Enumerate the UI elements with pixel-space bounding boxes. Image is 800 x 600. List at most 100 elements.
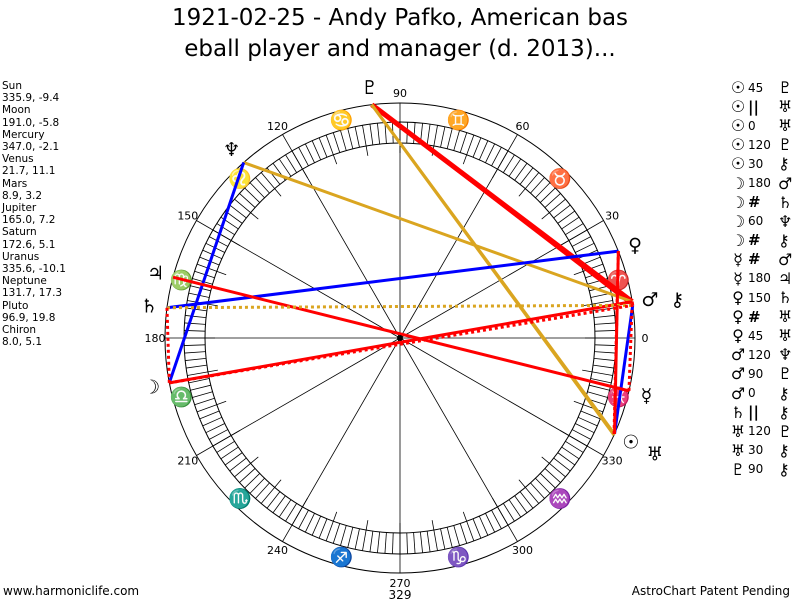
- planet-mars-icon: ♂: [641, 289, 658, 311]
- degree-tick: [194, 397, 215, 406]
- degree-tick: [530, 482, 545, 499]
- degree-tick: [304, 143, 315, 163]
- degree-tick: [582, 369, 613, 376]
- planet-mercury-icon: ☿: [641, 385, 653, 407]
- zodiac-sign-icon: ♌: [228, 167, 252, 190]
- degree-tick: [229, 204, 247, 219]
- planet-name: Mercury: [2, 128, 45, 141]
- aspect-row: ♂ 120 ♆: [728, 345, 793, 364]
- degree-tick: [426, 531, 431, 552]
- degree-tick: [446, 128, 453, 149]
- degree-tick: [535, 477, 551, 494]
- aspect-row: ♅ 30 ⚷: [728, 441, 792, 460]
- planet-name: Venus: [2, 153, 34, 166]
- planet-neptune-icon: ♆: [223, 139, 240, 161]
- planet-coords: 335.6, -10.1: [2, 263, 66, 276]
- planet-coords: 347.0, -2.1: [2, 141, 60, 154]
- degree-tick: [440, 528, 446, 550]
- zodiac-sign-icon: ♐: [330, 545, 354, 568]
- website-link[interactable]: www.harmoniclife.com: [3, 584, 140, 598]
- degree-tick: [278, 499, 292, 518]
- degree-label: 300: [512, 544, 533, 557]
- planet-name: Moon: [2, 104, 31, 117]
- degree-tick: [186, 364, 207, 369]
- aspect-row: ☉ 120 ♇: [728, 135, 793, 154]
- zodiac-sign-icon: ♋: [330, 109, 354, 132]
- degree-tick: [192, 391, 213, 398]
- aspect-planet-a: ♅: [730, 421, 746, 441]
- degree-label: 210: [177, 455, 198, 468]
- aspect-planet-b: ♇: [778, 421, 793, 441]
- degree-tick: [354, 528, 360, 550]
- degree-tick: [369, 531, 374, 552]
- degree-tick: [561, 446, 580, 460]
- degree-tick: [369, 124, 374, 145]
- aspect-planet-b: ⚷: [778, 459, 790, 479]
- degree-tick: [485, 513, 496, 533]
- aspect-planet-a: ☽: [730, 230, 746, 250]
- degree-tick: [332, 132, 341, 153]
- degree-tick: [553, 204, 571, 219]
- degree-tick: [580, 410, 601, 420]
- planet-name: Pluto: [2, 299, 29, 312]
- aspect-planet-b: ♇: [778, 364, 793, 384]
- degree-tick: [478, 140, 489, 161]
- degree-tick: [216, 440, 235, 453]
- aspect-line: [165, 307, 171, 383]
- aspect-planet-b: ♂: [778, 173, 793, 193]
- aspect-planet-b: ♄: [778, 192, 793, 212]
- degree-tick: [186, 307, 207, 312]
- degree-tick: [541, 198, 566, 220]
- title-line-2: eball player and manager (d. 2013)...: [184, 36, 616, 62]
- aspect-type: 120: [748, 347, 771, 362]
- aspect-type: 0: [748, 118, 756, 133]
- degree-tick: [530, 177, 545, 194]
- degree-tick: [187, 369, 218, 376]
- planet-name: Neptune: [2, 275, 47, 288]
- aspect-type: ||: [748, 403, 759, 422]
- degree-tick: [519, 491, 534, 509]
- degree-label: 180: [145, 332, 166, 345]
- aspect-row: ☿ 180 ♃: [728, 269, 792, 288]
- degree-tick: [260, 172, 282, 197]
- aspect-planet-a: ☽: [730, 211, 746, 231]
- aspect-type: 45: [748, 80, 764, 95]
- aspect-row: ♀ 45 ♅: [728, 326, 792, 345]
- degree-tick: [384, 532, 387, 554]
- degree-tick: [508, 158, 522, 177]
- aspect-type: 150: [748, 290, 771, 305]
- degree-tick: [594, 330, 616, 332]
- aspect-planet-b: ♇: [778, 78, 793, 98]
- degree-tick: [234, 198, 259, 220]
- degree-tick: [298, 147, 309, 167]
- aspect-type: #: [748, 307, 761, 326]
- aspect-line: [169, 303, 633, 385]
- zodiac-sign-icon: ♎: [170, 385, 194, 408]
- zodiac-sign-icon: ♉: [548, 167, 572, 190]
- degree-tick: [340, 130, 347, 151]
- planet-moon-icon: ☽: [143, 376, 160, 398]
- aspect-planet-b: ⚷: [778, 154, 790, 174]
- aspect-line: [172, 275, 630, 393]
- degree-tick: [362, 125, 369, 156]
- planet-coords: 191.0, -5.8: [2, 116, 60, 129]
- division-spoke: [282, 134, 401, 339]
- planet-coords: 165.0, 7.2: [2, 214, 56, 227]
- planet-uranus-icon: ♅: [646, 444, 663, 466]
- aspect-planet-a: ♇: [730, 459, 746, 479]
- degree-tick: [478, 515, 489, 536]
- degree-tick: [209, 429, 229, 440]
- aspect-row: ☉ 0 ♅: [728, 116, 793, 135]
- degree-tick: [244, 473, 261, 489]
- degree-tick: [491, 147, 502, 167]
- degree-tick: [508, 499, 522, 518]
- degree-tick: [311, 515, 322, 536]
- degree-tick: [255, 482, 270, 499]
- aspect-planet-b: ♅: [778, 307, 793, 327]
- degree-tick: [340, 525, 347, 546]
- degree-tick: [188, 378, 210, 384]
- degree-tick: [472, 518, 482, 539]
- title-line-1: 1921-02-25 - Andy Pafko, American bas: [171, 5, 629, 31]
- degree-tick: [285, 154, 298, 173]
